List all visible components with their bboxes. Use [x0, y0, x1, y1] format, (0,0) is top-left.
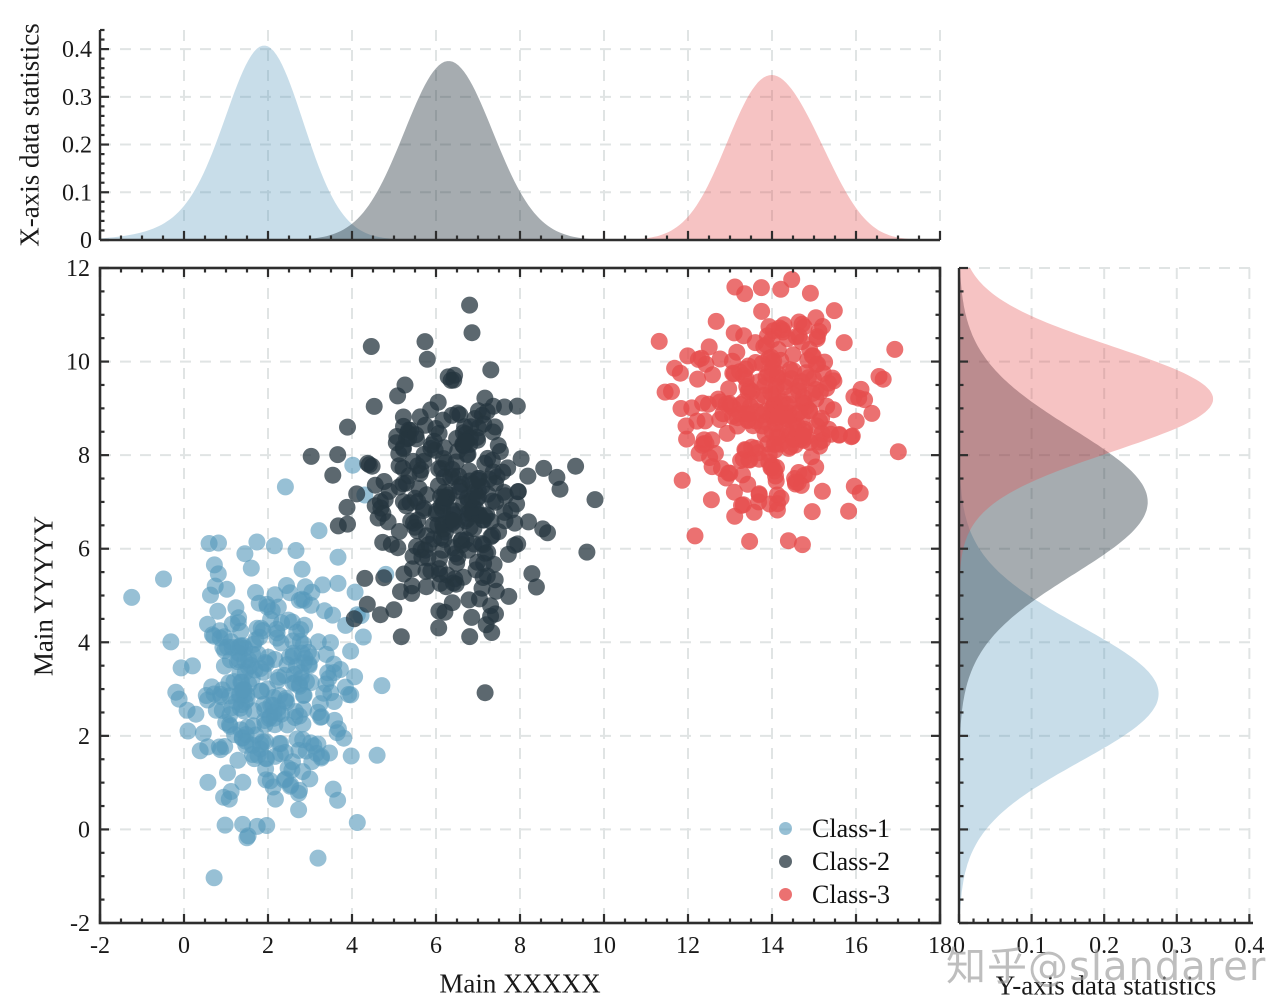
main-y-tick-label: -2 — [70, 911, 90, 937]
ticks-y-min — [100, 28, 109, 242]
main-xlabel: Main XXXXX — [439, 968, 601, 999]
main-x-tick-label: 16 — [844, 933, 868, 959]
scatter-class-3 — [650, 271, 907, 554]
scatter-class-1 — [123, 456, 395, 887]
top-marginal-ylabel: X-axis data statistics — [14, 23, 45, 247]
legend: Class-1 Class-2 Class-3 — [779, 812, 890, 911]
main-x-tick-label: 18 — [928, 933, 952, 959]
right-density — [959, 268, 1214, 923]
legend-marker-2 — [779, 855, 792, 868]
main-x-tick-label: 6 — [430, 933, 442, 959]
main-y-tick-label: 10 — [66, 350, 90, 376]
top-density-class-3 — [100, 75, 940, 240]
scatter-class-2 — [302, 296, 604, 702]
ticks-x-min — [98, 268, 942, 277]
top-marginal-y-tick-label: 0.3 — [62, 85, 92, 111]
top-marginal-y-tick-label: 0 — [80, 228, 92, 254]
right-marginal-x-tick-label: 0.1 — [1017, 933, 1047, 959]
main-x-tick-label: 10 — [592, 933, 616, 959]
main-y-tick-label: 6 — [78, 537, 90, 563]
main-x-tick-label: 4 — [346, 933, 358, 959]
ticks-x-max — [957, 914, 1251, 923]
main-y-tick-label: 12 — [66, 256, 90, 282]
main-x-tick-label: 14 — [760, 933, 784, 959]
top-density-class-2 — [100, 61, 940, 240]
legend-label-3: Class-3 — [812, 879, 890, 909]
ticks-y-min — [959, 266, 968, 925]
top-marginal-y-tick-label: 0.4 — [62, 37, 92, 63]
legend-item-class-2: Class-2 — [779, 845, 890, 878]
main-y-tick-label: 4 — [78, 630, 90, 656]
legend-item-class-1: Class-1 — [779, 812, 890, 845]
right-marginal-xlabel: Y-axis data statistics — [995, 970, 1217, 1001]
top-marginal-y-tick-label: 0.1 — [62, 180, 92, 206]
legend-label-2: Class-2 — [812, 846, 890, 876]
right-marginal-x-tick-label: 0 — [953, 933, 965, 959]
top-marginal-y-tick-label: 0.2 — [62, 133, 92, 159]
ticks-x-max — [98, 231, 942, 240]
tick-labels: -2 0 2 4 6 8 10 12 14 16 18-202468101200.10.20.30.… — [62, 37, 1264, 959]
main-ylabel: Main YYYYY — [28, 515, 59, 677]
right-density-class-1 — [959, 268, 1159, 923]
main-x-tick-label: -2 — [90, 933, 110, 959]
ticks-x-max — [98, 914, 942, 923]
top-density — [100, 45, 940, 240]
main-y-tick-label: 8 — [78, 443, 90, 469]
right-marginal-x-tick-label: 0.4 — [1234, 933, 1264, 959]
legend-marker-3 — [779, 888, 792, 901]
main-y-tick-label: 2 — [78, 724, 90, 750]
ticks-y-min — [100, 266, 109, 925]
main-x-tick-label: 0 — [178, 933, 190, 959]
legend-item-class-3: Class-3 — [779, 878, 890, 911]
watermark: 知乎@slandarer — [946, 944, 1267, 990]
top-marginal-grid — [100, 30, 941, 240]
right-marginal-grid — [959, 267, 1253, 923]
main-x-tick-label: 2 — [262, 933, 274, 959]
main-x-tick-label: 8 — [514, 933, 526, 959]
ticks-y-max — [931, 266, 940, 925]
right-marginal-x-tick-label: 0.3 — [1162, 933, 1192, 959]
right-marginal-x-tick-label: 0.2 — [1089, 933, 1119, 959]
top-density-class-1 — [100, 45, 940, 240]
main-x-tick-label: 12 — [676, 933, 700, 959]
right-density-class-3 — [959, 268, 1214, 923]
legend-label-1: Class-1 — [812, 813, 890, 843]
right-density-class-2 — [959, 268, 1148, 923]
legend-marker-1 — [779, 822, 792, 835]
main-y-tick-label: 0 — [78, 817, 90, 843]
